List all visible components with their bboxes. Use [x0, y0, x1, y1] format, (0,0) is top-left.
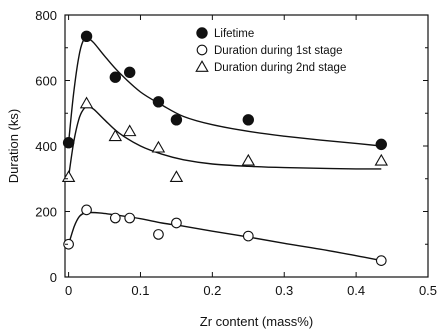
- legend-marker-3: [195, 60, 209, 72]
- data-point-series-3: [151, 140, 166, 153]
- x-tick-label: 0: [65, 283, 72, 298]
- fit-curve-series-1: [67, 37, 382, 147]
- fit-curve-series-2: [67, 211, 382, 262]
- x-tick-label: 0.1: [131, 283, 149, 298]
- data-point-series-3: [241, 153, 256, 166]
- y-tick-label: 800: [35, 8, 57, 23]
- data-point-series-2: [124, 212, 136, 224]
- y-tick-label: 600: [35, 74, 57, 89]
- legend-label-3: Duration during 2nd stage: [214, 62, 346, 74]
- data-point-series-1: [170, 114, 183, 126]
- data-point-series-1: [62, 137, 75, 149]
- data-point-series-3: [108, 129, 123, 142]
- x-tick-label: 0.3: [275, 283, 293, 298]
- data-point-series-3: [374, 153, 389, 166]
- y-axis-label: Duration (ks): [6, 109, 21, 183]
- data-point-series-2: [153, 229, 164, 240]
- data-point-series-1: [375, 138, 387, 151]
- fit-curve-series-3: [67, 105, 382, 178]
- data-point-series-1: [109, 71, 122, 83]
- y-tick-label: 0: [50, 270, 57, 285]
- data-point-series-3: [169, 170, 184, 183]
- legend-marker-1: [196, 27, 208, 39]
- legend-label-2: Duration during 1st stage: [214, 45, 343, 57]
- data-point-series-1: [80, 30, 93, 42]
- data-point-series-2: [63, 238, 74, 250]
- x-tick-label: 0.4: [347, 283, 365, 298]
- data-point-series-1: [242, 114, 254, 126]
- legend-marker-2: [196, 44, 208, 56]
- data-point-series-2: [171, 217, 182, 229]
- data-point-series-3: [79, 96, 94, 109]
- x-tick-label: 0.2: [203, 283, 221, 298]
- data-point-series-2: [109, 212, 121, 224]
- data-point-series-1: [123, 66, 136, 79]
- data-point-series-3: [122, 124, 137, 137]
- data-point-series-2: [375, 255, 387, 266]
- y-tick-label: 400: [35, 139, 57, 154]
- x-tick-label: 0.5: [419, 283, 437, 298]
- data-point-series-2: [81, 204, 92, 216]
- data-point-series-1: [152, 96, 165, 108]
- legend-label-1: Lifetime: [214, 28, 254, 40]
- y-tick-label: 200: [35, 205, 57, 220]
- data-point-series-2: [242, 230, 254, 242]
- x-axis-label: Zr content (mass%): [200, 314, 313, 329]
